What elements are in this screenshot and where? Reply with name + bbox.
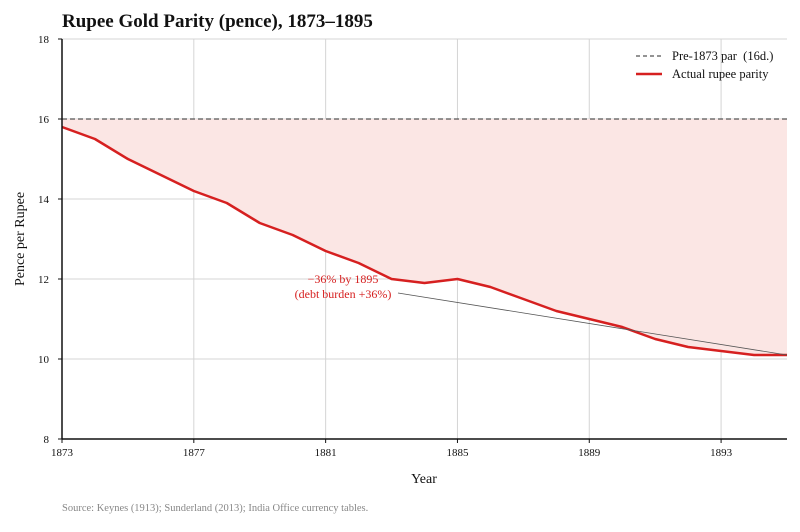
y-axis-label: Pence per Rupee xyxy=(13,192,28,286)
x-tick-label: 1881 xyxy=(315,447,337,459)
y-tick-label: 8 xyxy=(44,434,50,446)
legend-label-actual: Actual rupee parity xyxy=(672,67,769,81)
x-tick-label: 1893 xyxy=(710,447,733,459)
y-tick-label: 18 xyxy=(38,34,50,46)
x-tick-label: 1877 xyxy=(183,447,206,459)
x-tick-label: 1873 xyxy=(51,447,74,459)
x-tick-label: 1885 xyxy=(446,447,469,459)
legend: Pre-1873 par (16d.) Actual rupee parity xyxy=(636,49,773,81)
x-axis-label: Year xyxy=(411,472,437,487)
chart-title: Rupee Gold Parity (pence), 1873–1895 xyxy=(62,11,373,32)
annotation-line-2: (debt burden +36%) xyxy=(295,287,392,301)
y-tick-label: 10 xyxy=(38,354,50,366)
deficit-fill xyxy=(62,119,787,355)
source-note: Source: Keynes (1913); Sunderland (2013)… xyxy=(62,503,368,514)
x-tick-label: 1889 xyxy=(578,447,601,459)
legend-label-par: Pre-1873 par (16d.) xyxy=(672,49,773,63)
y-tick-label: 16 xyxy=(38,114,50,126)
y-tick-label: 12 xyxy=(38,274,49,286)
y-tick-label: 14 xyxy=(38,194,50,206)
annotation-line-1: −36% by 1895 xyxy=(308,272,379,286)
